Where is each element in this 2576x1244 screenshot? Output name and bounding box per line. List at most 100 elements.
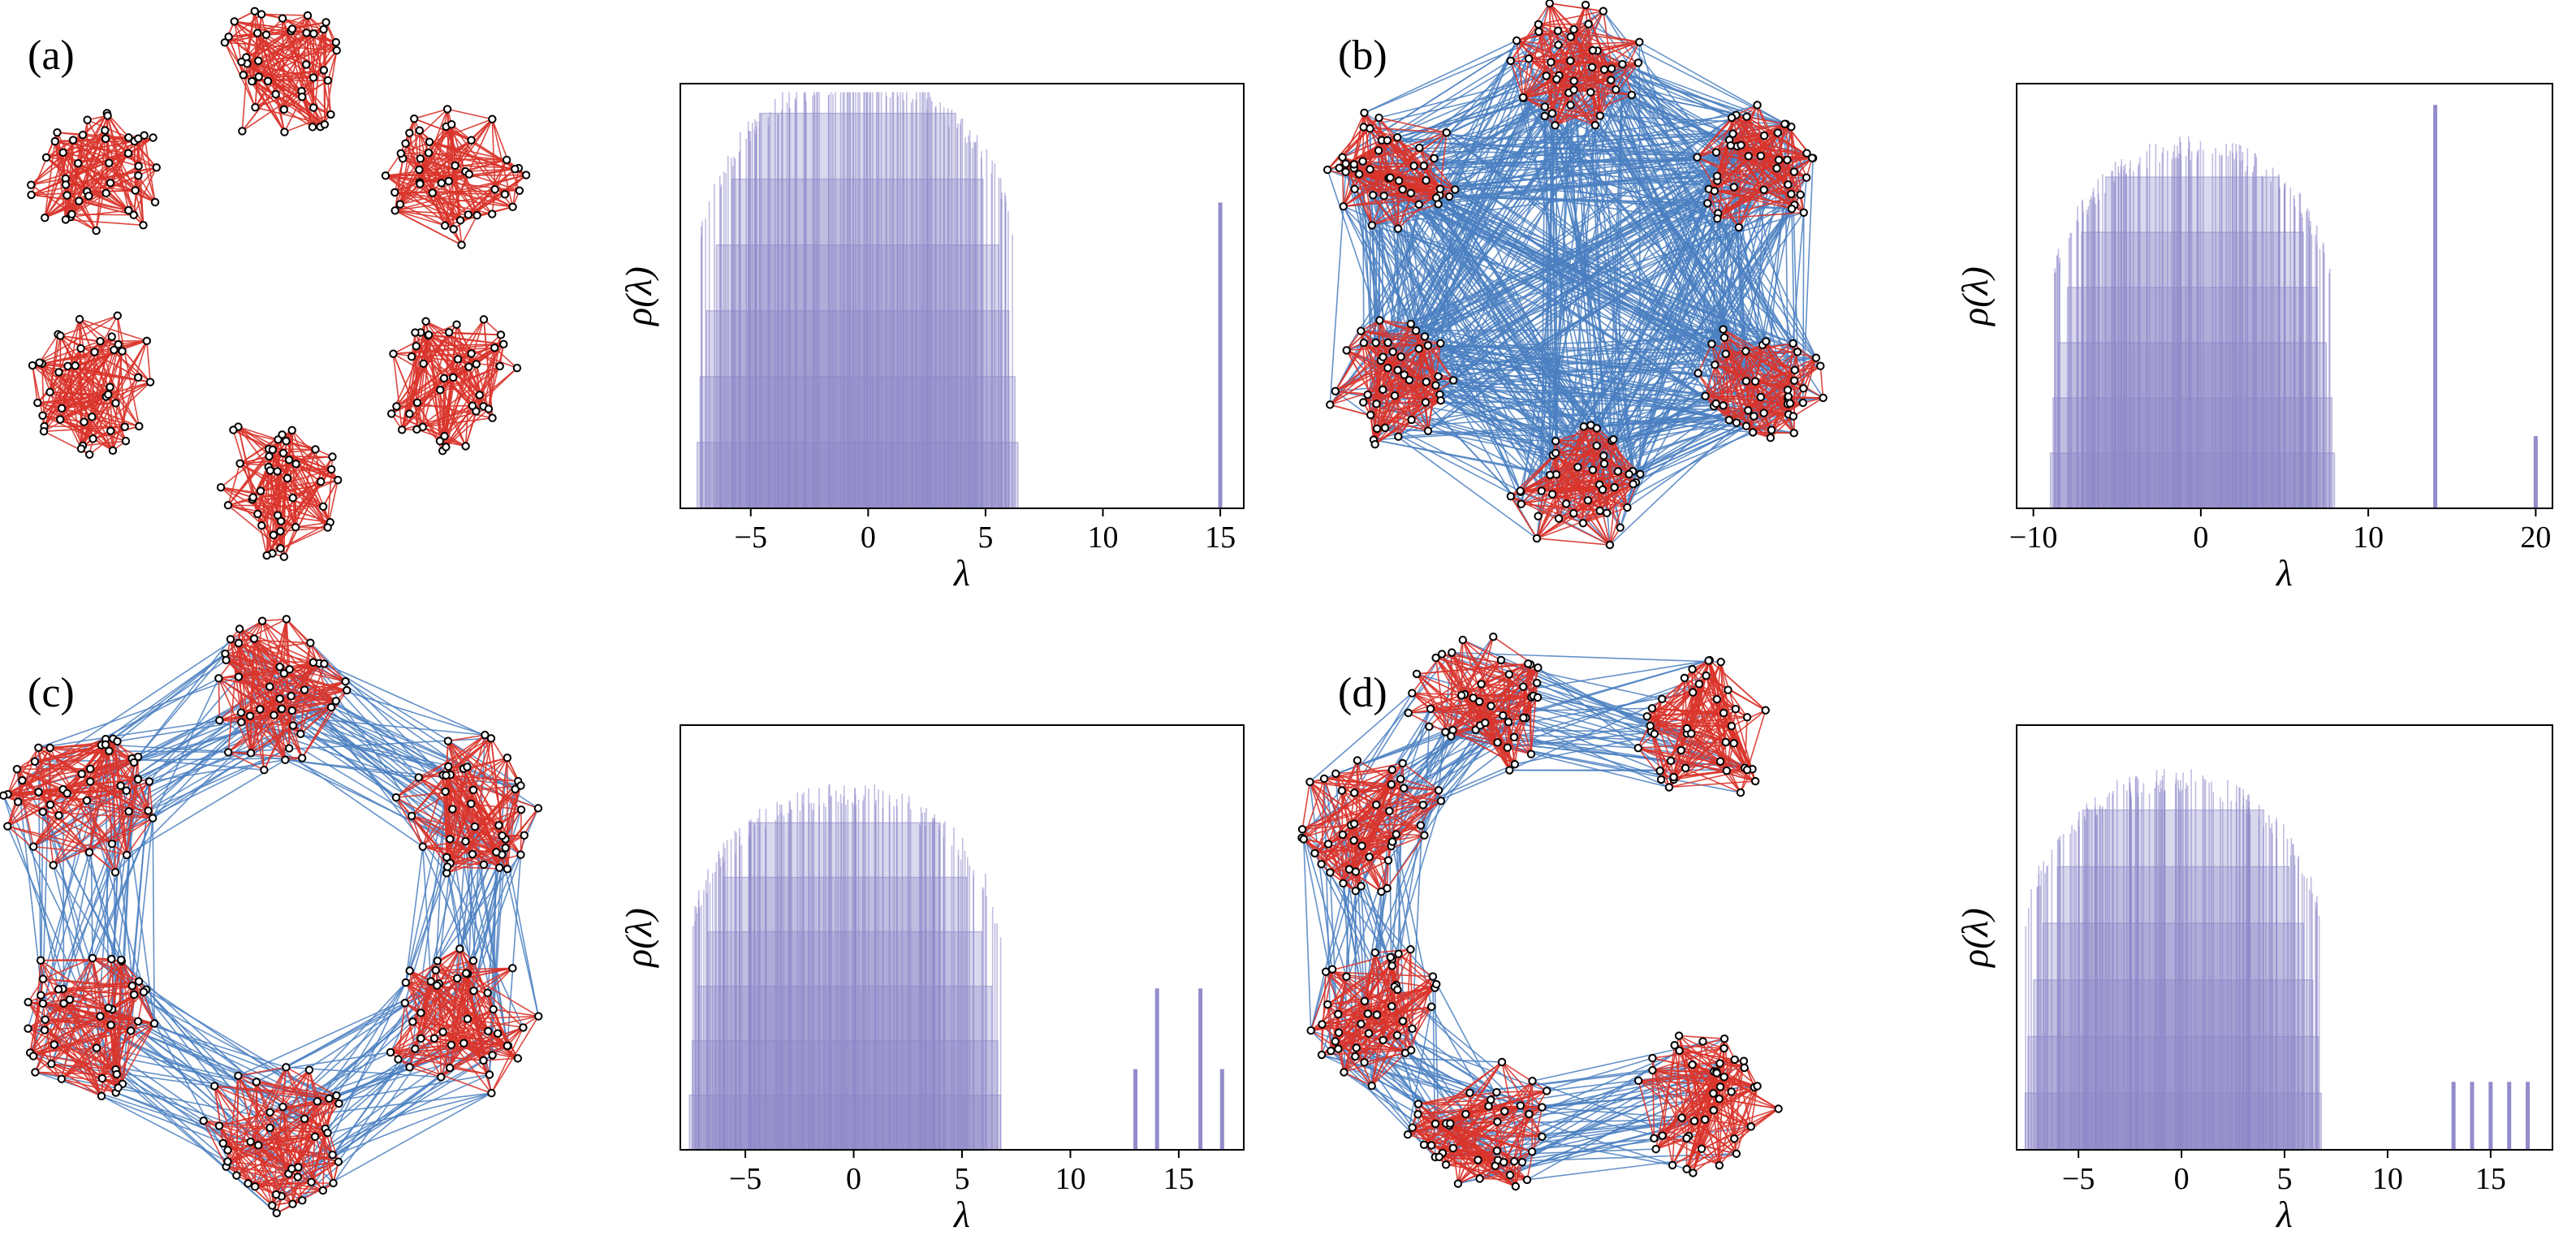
network-node (487, 1088, 496, 1098)
intra-link (283, 109, 313, 128)
intra-link (385, 175, 434, 194)
network-node (1787, 205, 1797, 214)
inter-link (1599, 114, 1785, 125)
network-node (386, 1047, 395, 1057)
intra-link (38, 334, 59, 363)
network-node (412, 425, 421, 434)
network-node (1430, 153, 1439, 163)
network-node (496, 330, 506, 339)
network-node (1750, 377, 1760, 386)
network-node (83, 115, 92, 124)
intra-link (54, 136, 129, 142)
intra-link (270, 470, 274, 535)
intra-link (283, 96, 303, 132)
network-node (1759, 131, 1769, 140)
intra-link (491, 119, 514, 207)
panel-label-c: (c) (28, 670, 75, 716)
intra-link (44, 138, 139, 218)
network-node (433, 981, 442, 990)
network-node (1713, 214, 1722, 223)
community-cluster (1506, 421, 1645, 550)
network-node (152, 163, 161, 172)
network-node (1573, 463, 1582, 472)
network-node (394, 1055, 403, 1064)
network-node (257, 616, 267, 625)
network-node (325, 1094, 334, 1103)
network-node (334, 1157, 343, 1166)
network-node (468, 401, 477, 410)
inter-link (137, 653, 227, 758)
network-node (313, 1097, 322, 1106)
network-node (223, 1157, 232, 1166)
network-node (287, 1164, 296, 1173)
network-node (92, 226, 101, 235)
intra-link (468, 193, 506, 216)
intra-link (1736, 114, 1814, 159)
intra-link (287, 448, 317, 479)
intra-link (44, 192, 106, 218)
intra-link (245, 57, 286, 132)
network-node (262, 551, 271, 560)
intra-link (291, 21, 326, 30)
network-node (236, 708, 246, 717)
network-node (1787, 189, 1796, 199)
network-node (461, 836, 470, 846)
network-node (1598, 485, 1607, 495)
intra-link (305, 32, 314, 108)
intra-link (42, 395, 107, 417)
network-node (492, 848, 501, 857)
network-node (1750, 412, 1758, 421)
network-node (1703, 199, 1712, 208)
network-node (1756, 151, 1766, 161)
intra-link (232, 430, 263, 526)
intra-link (49, 334, 59, 392)
network-node (129, 210, 138, 219)
network-node (1633, 58, 1643, 67)
network-node (135, 421, 144, 431)
network-node (223, 501, 233, 510)
network-node (464, 362, 473, 371)
network-node (519, 1023, 528, 1032)
network-node (281, 755, 290, 765)
inter-link (1427, 344, 1737, 424)
network-node (232, 1171, 241, 1180)
network-node (421, 317, 430, 326)
intra-link (432, 192, 505, 196)
intra-link (1615, 41, 1641, 90)
intra-link (447, 124, 453, 182)
intra-link (258, 30, 292, 77)
network-node (237, 718, 246, 727)
intra-link (446, 126, 472, 141)
network-node (294, 1163, 303, 1172)
network-node (472, 360, 481, 369)
network-node (331, 37, 341, 47)
network-node (412, 398, 422, 408)
network-node (149, 133, 157, 142)
community-cluster (1693, 101, 1818, 232)
intra-link (419, 183, 455, 230)
intra-link (420, 158, 469, 215)
intra-link (1544, 62, 1639, 108)
intra-link (65, 184, 97, 231)
intra-link (290, 30, 325, 71)
intra-link (1716, 153, 1807, 219)
network-node (401, 139, 410, 148)
network-node (318, 502, 328, 512)
inter-link (1364, 40, 1517, 114)
network-node (468, 956, 478, 965)
network-node (332, 1091, 341, 1100)
network-node (78, 130, 88, 140)
network-node (1359, 339, 1369, 348)
x-tick-label: 15 (1205, 520, 1236, 555)
intra-link (449, 331, 501, 336)
intra-link (447, 109, 450, 182)
network-node (508, 202, 517, 212)
network-node (271, 1190, 281, 1199)
intra-link (401, 377, 454, 430)
intra-link (60, 335, 119, 345)
network-node (1599, 6, 1608, 15)
network-node (288, 721, 298, 730)
intra-link (238, 425, 278, 441)
intra-link (137, 138, 145, 226)
